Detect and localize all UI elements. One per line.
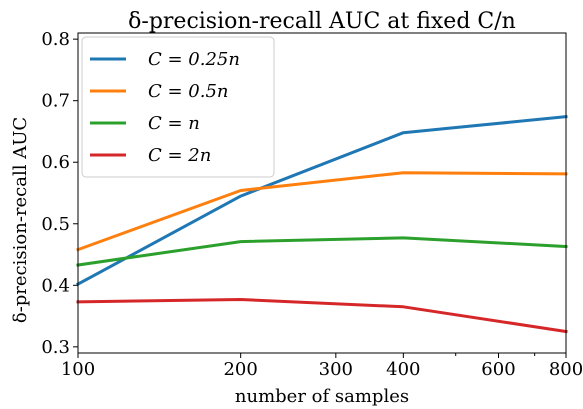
y-tick-label: 0.5 bbox=[41, 214, 70, 235]
legend-label-2: C = n bbox=[148, 113, 200, 134]
x-tick-label: 300 bbox=[319, 359, 353, 380]
series-line-0 bbox=[75, 115, 568, 287]
x-ticks: 100 200 300 400 600 800 bbox=[61, 353, 583, 380]
x-tick-label: 200 bbox=[223, 359, 257, 380]
chart-title: δ-precision-recall AUC at fixed C/n bbox=[128, 9, 516, 34]
series-line-2 bbox=[76, 236, 568, 267]
legend-label-1: C = 0.5n bbox=[148, 81, 229, 102]
x-tick-label: 800 bbox=[549, 359, 583, 380]
legend-box bbox=[81, 36, 275, 178]
x-tick-label: 100 bbox=[61, 359, 95, 380]
legend: C = 0.25n C = 0.5n C = n C = 2n bbox=[81, 36, 275, 178]
plot-lines bbox=[75, 115, 568, 334]
series-line-1 bbox=[76, 171, 568, 252]
y-tick-label: 0.6 bbox=[41, 152, 70, 173]
x-axis-label: number of samples bbox=[235, 386, 409, 407]
y-tick-label: 0.3 bbox=[41, 337, 70, 358]
series-line-3 bbox=[76, 298, 568, 334]
y-ticks: 0.3 0.4 0.5 0.6 0.7 0.8 bbox=[41, 29, 78, 358]
x-tick-label: 600 bbox=[481, 359, 515, 380]
y-tick-label: 0.7 bbox=[41, 91, 70, 112]
legend-label-0: C = 0.25n bbox=[148, 49, 240, 70]
y-tick-label: 0.8 bbox=[41, 29, 70, 50]
legend-label-3: C = 2n bbox=[148, 145, 211, 166]
y-axis-label: δ-precision-recall AUC bbox=[10, 117, 31, 323]
y-tick-label: 0.4 bbox=[41, 275, 70, 296]
plot-frame bbox=[77, 32, 567, 354]
x-tick-label: 400 bbox=[386, 359, 420, 380]
